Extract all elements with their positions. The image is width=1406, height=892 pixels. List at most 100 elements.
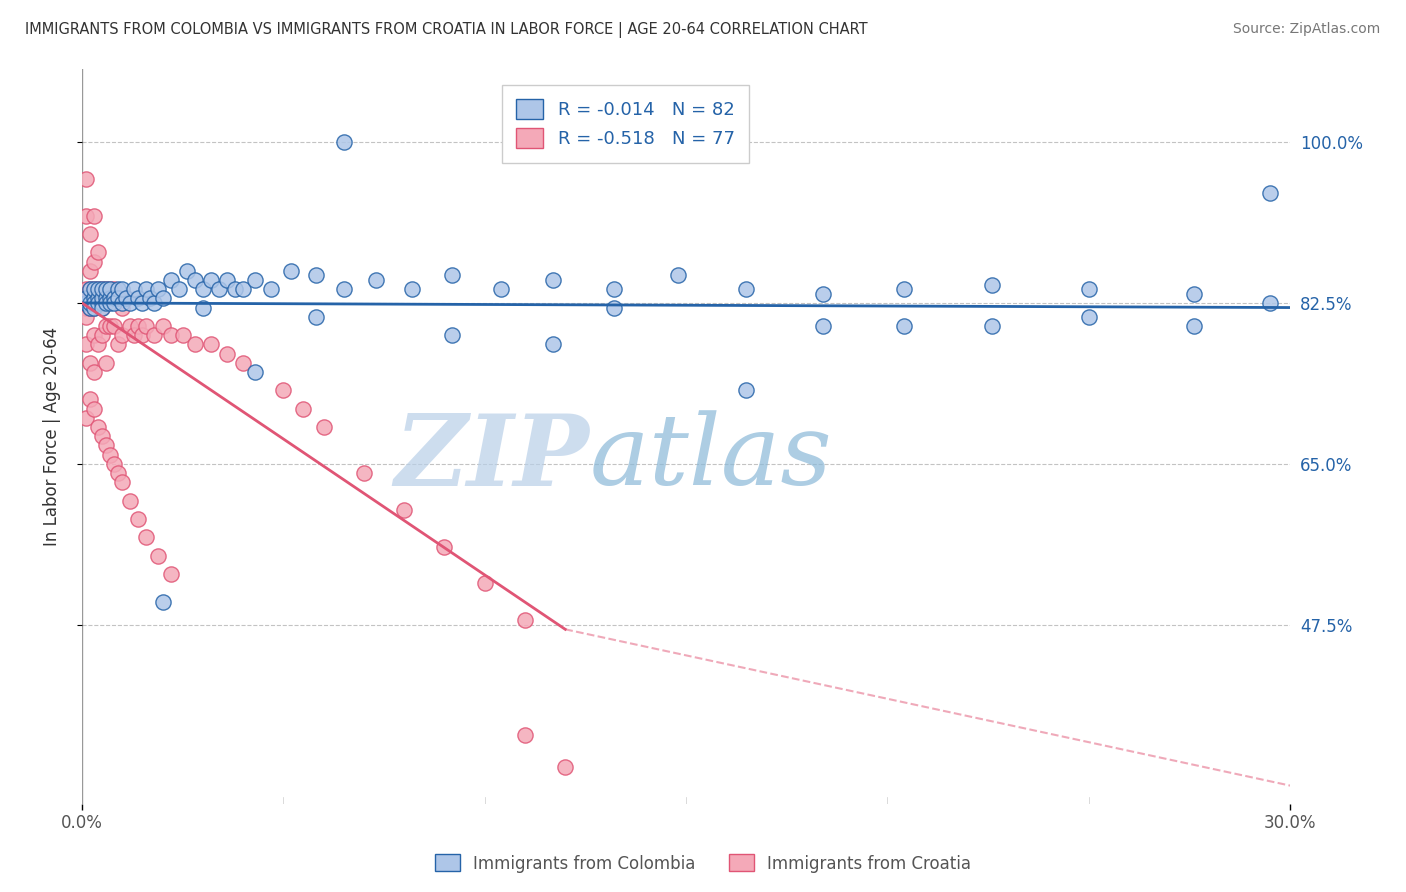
Point [75, 291, 97, 305]
Point [243, 365, 266, 379]
Point [111, 328, 134, 343]
Point [135, 530, 157, 544]
Point [1077, 282, 1099, 296]
Point [98, 318, 121, 333]
Point [1258, 296, 1281, 310]
Point [441, 328, 464, 343]
Point [83, 365, 105, 379]
Point [107, 337, 129, 351]
Point [79, 282, 101, 296]
Point [1182, 286, 1205, 301]
Point [87, 282, 110, 296]
Point [83, 209, 105, 223]
Point [893, 282, 915, 296]
Point [159, 567, 181, 582]
Point [280, 264, 302, 278]
Point [183, 273, 205, 287]
Point [602, 282, 624, 296]
Point [91, 328, 114, 343]
Point [75, 301, 97, 315]
Point [131, 296, 153, 310]
Point [232, 282, 254, 296]
Point [159, 328, 181, 343]
Legend: R = -0.014   N = 82, R = -0.518   N = 77: R = -0.014 N = 82, R = -0.518 N = 77 [502, 85, 749, 162]
Point [94, 296, 117, 310]
Point [243, 273, 266, 287]
Text: atlas: atlas [589, 410, 832, 506]
Point [83, 291, 105, 305]
Point [292, 401, 315, 416]
Point [103, 282, 125, 296]
Legend: Immigrants from Colombia, Immigrants from Croatia: Immigrants from Colombia, Immigrants fro… [429, 847, 977, 880]
Point [83, 296, 105, 310]
Point [554, 760, 576, 774]
Point [75, 291, 97, 305]
Point [91, 296, 114, 310]
Point [111, 301, 134, 315]
Point [75, 296, 97, 310]
Point [87, 337, 110, 351]
Point [91, 301, 114, 315]
Point [208, 282, 231, 296]
Point [441, 268, 464, 283]
Y-axis label: In Labor Force | Age 20-64: In Labor Force | Age 20-64 [44, 326, 60, 546]
Point [811, 286, 834, 301]
Point [98, 282, 121, 296]
Point [139, 291, 162, 305]
Point [120, 296, 142, 310]
Point [148, 282, 170, 296]
Point [75, 337, 97, 351]
Point [143, 296, 166, 310]
Point [83, 282, 105, 296]
Point [172, 328, 194, 343]
Point [111, 296, 134, 310]
Point [1077, 310, 1099, 324]
Point [79, 301, 101, 315]
Point [75, 282, 97, 296]
Point [131, 328, 153, 343]
Point [811, 318, 834, 333]
Point [79, 227, 101, 241]
Point [91, 291, 114, 305]
Point [191, 301, 214, 315]
Point [75, 310, 97, 324]
Text: ZIP: ZIP [395, 410, 589, 507]
Point [304, 310, 326, 324]
Text: Source: ZipAtlas.com: Source: ZipAtlas.com [1233, 22, 1381, 37]
Point [135, 282, 157, 296]
Point [79, 356, 101, 370]
Point [83, 301, 105, 315]
Point [111, 475, 134, 490]
Point [152, 318, 174, 333]
Point [94, 356, 117, 370]
Point [735, 384, 758, 398]
Point [75, 209, 97, 223]
Point [94, 318, 117, 333]
Point [541, 337, 564, 351]
Point [353, 466, 375, 480]
Point [135, 318, 157, 333]
Point [87, 291, 110, 305]
Point [91, 301, 114, 315]
Point [513, 613, 536, 627]
Point [666, 268, 689, 283]
Text: IMMIGRANTS FROM COLOMBIA VS IMMIGRANTS FROM CROATIA IN LABOR FORCE | AGE 20-64 C: IMMIGRANTS FROM COLOMBIA VS IMMIGRANTS F… [25, 22, 868, 38]
Point [224, 282, 246, 296]
Point [103, 291, 125, 305]
Point [98, 448, 121, 462]
Point [735, 282, 758, 296]
Point [94, 438, 117, 452]
Point [474, 576, 496, 591]
Point [1182, 318, 1205, 333]
Point [332, 135, 354, 149]
Point [200, 337, 222, 351]
Point [103, 318, 125, 333]
Point [148, 549, 170, 563]
Point [75, 171, 97, 186]
Point [513, 728, 536, 742]
Point [260, 282, 283, 296]
Point [83, 282, 105, 296]
Point [152, 595, 174, 609]
Point [312, 420, 335, 434]
Point [94, 291, 117, 305]
